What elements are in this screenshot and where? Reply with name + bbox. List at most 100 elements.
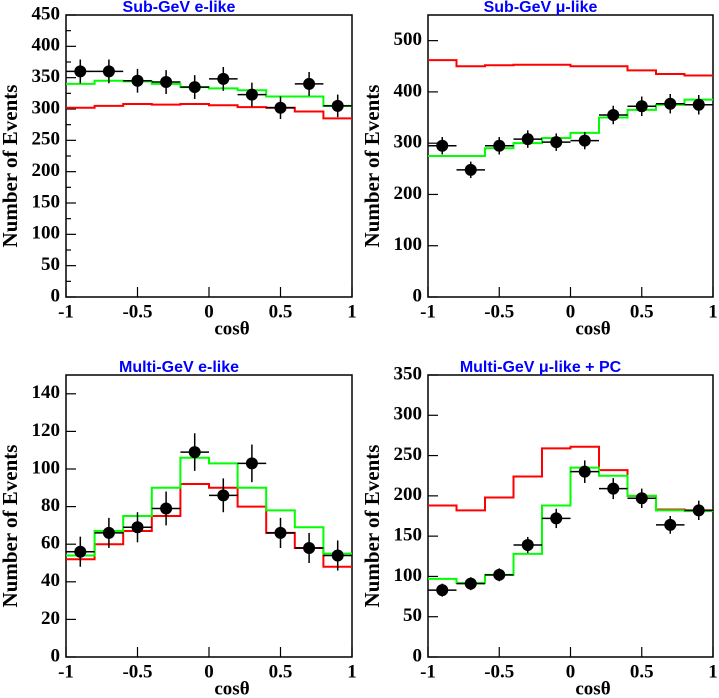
x-tick-label: 0 [566,301,576,322]
y-tick-label: 100 [394,234,423,255]
data-point [303,77,316,90]
data-point [493,139,506,152]
y-axis-label: Number of Events [360,85,384,248]
x-tick-label: 0 [204,301,214,322]
x-tick-label: 0 [204,661,214,682]
x-tick-label: -0.5 [122,661,152,682]
data-point [436,139,449,152]
data-point [692,504,705,517]
data-point [550,136,563,149]
x-tick-label: 0.5 [269,301,293,322]
y-tick-label: 100 [394,565,423,586]
data-point [331,99,344,112]
data-point [131,74,144,87]
x-tick-label: 0 [566,661,576,682]
x-axis-label: cosθ [214,318,249,339]
x-axis-label: cosθ [214,678,249,698]
x-tick-label: 1 [708,661,718,682]
x-tick-label: 1 [347,301,357,322]
x-tick-label: 0.5 [630,301,654,322]
data-point [74,545,87,558]
y-tick-label: 100 [32,223,61,244]
y-tick-label: 40 [41,570,60,591]
y-axis-label: Number of Events [0,445,22,608]
data-point [217,489,230,502]
x-tick-label: -0.5 [122,301,152,322]
y-tick-label: 300 [32,97,61,118]
data-point [607,482,620,495]
y-tick-label: 100 [32,457,61,478]
y-tick-label: 200 [32,160,61,181]
data-point [217,72,230,85]
y-tick-label: 200 [394,484,423,505]
data-point [188,81,201,94]
panel: 0 50 100 150 200 250 300 350 400 450 -1 -0.5 0 0.5 1 co… [0,0,357,339]
panel-title: Multi-GeV μ-like + PC [460,359,622,376]
y-tick-label: 150 [32,191,61,212]
x-tick-label: -0.5 [484,301,514,322]
histogram-line [428,466,713,584]
data-point [635,100,648,113]
x-axis-label: cosθ [575,678,610,698]
data-point [274,101,287,114]
y-tick-label: 80 [41,495,60,516]
data-point [578,134,591,147]
histogram-line [428,98,713,157]
y-tick-label: 400 [32,35,61,56]
y-tick-label: 150 [394,525,423,546]
histogram-line [66,483,352,568]
y-tick-label: 140 [32,382,61,403]
x-tick-label: 1 [347,661,357,682]
x-tick-label: -0.5 [484,661,514,682]
x-tick-label: -1 [58,301,74,322]
data-point [521,133,534,146]
y-tick-label: 20 [41,608,60,629]
panel: 0 50 100 150 200 250 300 350 -1 -0.5 0 0.5 1 cosθ Numb… [360,359,718,698]
y-tick-label: 400 [394,80,423,101]
plot-frame [65,374,353,658]
y-tick-label: 0 [413,645,423,666]
histogram-line [66,456,352,557]
data-point [664,97,677,110]
y-tick-label: 300 [394,132,423,153]
data-point [331,549,344,562]
data-point [160,76,173,89]
y-tick-label: 120 [32,420,61,441]
data-point [436,584,449,597]
y-axis-label: Number of Events [360,445,384,608]
y-tick-label: 300 [394,404,423,425]
y-tick-label: 250 [32,129,61,150]
y-tick-label: 60 [41,533,60,554]
y-tick-label: 200 [394,183,423,204]
y-tick-label: 0 [51,645,61,666]
data-point [188,446,201,459]
y-tick-label: 50 [41,254,60,275]
x-tick-label: 0.5 [269,661,293,682]
data-point [74,65,87,78]
data-point [102,526,115,539]
histogram-line [428,59,713,77]
data-point [102,65,115,78]
data-point [692,98,705,111]
y-tick-label: 350 [394,363,423,384]
x-tick-label: 0.5 [630,661,654,682]
data-point [664,518,677,531]
data-point [160,502,173,515]
y-tick-label: 350 [32,66,61,87]
y-tick-label: 500 [394,29,423,50]
y-tick-label: 50 [403,605,422,626]
panel-title: Sub-GeV e-like [123,0,236,16]
data-point [245,457,258,470]
data-point [550,512,563,525]
data-point [607,108,620,121]
data-point [521,539,534,552]
plot-frame [65,14,353,298]
panel-title: Multi-GeV e-like [119,359,239,376]
y-tick-label: 0 [51,285,61,306]
data-point [635,492,648,505]
y-tick-label: 0 [413,285,423,306]
data-point [464,163,477,176]
data-point [493,568,506,581]
histogram-line [66,102,352,120]
